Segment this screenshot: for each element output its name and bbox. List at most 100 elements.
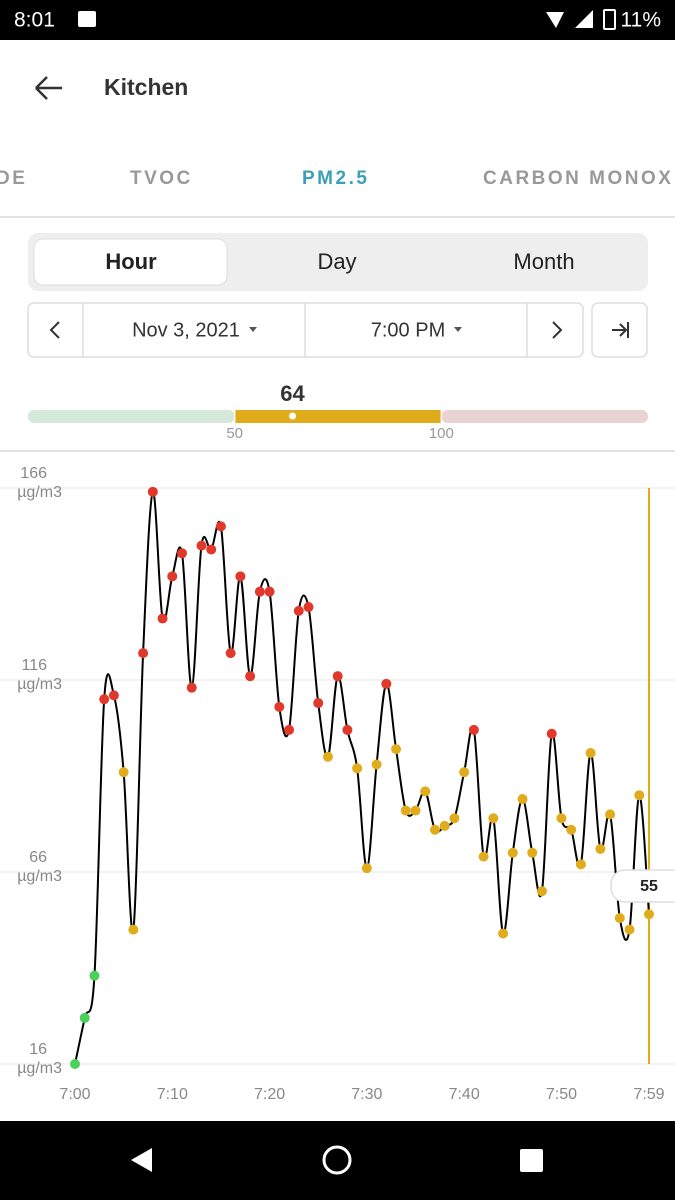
- data-point: [167, 571, 178, 582]
- y-tick-label: 116: [21, 657, 47, 674]
- data-point: [206, 544, 217, 555]
- wifi-icon: [546, 12, 564, 28]
- gauge-tick-label: 100: [429, 425, 454, 442]
- gauge-segment: [441, 410, 648, 423]
- data-point: [215, 521, 226, 532]
- nav-recents[interactable]: [520, 1149, 543, 1172]
- data-point: [536, 886, 547, 897]
- data-point: [322, 751, 333, 762]
- range-tab[interactable]: Day: [317, 249, 356, 274]
- time-select[interactable]: 7:00 PM: [371, 319, 445, 341]
- tab[interactable]: CARBON MONOX: [483, 168, 673, 189]
- data-point: [274, 701, 285, 712]
- data-point: [410, 805, 421, 816]
- data-point: [196, 540, 207, 551]
- tooltip: [610, 869, 675, 903]
- nav-home[interactable]: [322, 1145, 352, 1175]
- data-point: [644, 909, 654, 920]
- data-point: [605, 809, 616, 820]
- data-point: [186, 682, 197, 693]
- data-point: [546, 728, 557, 739]
- x-tick-label: 7:59: [633, 1086, 664, 1103]
- data-point: [284, 724, 295, 735]
- signal-icon: [575, 10, 593, 28]
- data-point: [566, 824, 577, 835]
- y-tick-unit: µg/m3: [17, 1060, 62, 1077]
- x-tick-label: 7:20: [254, 1086, 285, 1103]
- data-point: [527, 847, 538, 858]
- latest-icon: [612, 322, 629, 338]
- data-point: [352, 763, 363, 774]
- back-button[interactable]: [35, 76, 62, 100]
- data-point: [245, 671, 256, 682]
- gauge-marker: [289, 412, 297, 420]
- data-point: [264, 586, 275, 597]
- data-point: [118, 767, 129, 778]
- data-point: [89, 970, 100, 981]
- x-tick-label: 7:30: [351, 1086, 382, 1103]
- tab[interactable]: DE: [0, 168, 27, 189]
- data-point: [128, 924, 139, 935]
- data-point: [478, 851, 489, 862]
- dropdown-arrow: [454, 327, 462, 332]
- tab[interactable]: TVOC: [130, 168, 193, 189]
- data-point: [614, 913, 625, 924]
- data-point: [624, 924, 635, 935]
- x-tick-label: 7:50: [546, 1086, 577, 1103]
- x-tick-label: 7:00: [59, 1086, 90, 1103]
- x-tick-label: 7:40: [449, 1086, 480, 1103]
- gauge-segment: [234, 410, 442, 423]
- data-point: [507, 847, 518, 858]
- tab-selected[interactable]: PM2.5: [302, 168, 369, 189]
- data-point: [254, 586, 265, 597]
- nav-back[interactable]: [131, 1148, 152, 1172]
- data-point: [459, 767, 470, 778]
- data-point: [293, 605, 304, 616]
- data-point: [361, 863, 372, 874]
- status-time: 8:01: [14, 9, 55, 32]
- data-point: [108, 690, 119, 701]
- data-point: [595, 843, 606, 854]
- data-point: [517, 794, 528, 805]
- data-point: [400, 805, 411, 816]
- battery-level: 11%: [621, 9, 661, 32]
- y-tick-unit: µg/m3: [17, 484, 62, 501]
- y-tick-label: 166: [20, 465, 47, 482]
- data-point: [225, 648, 236, 659]
- data-point: [99, 694, 110, 705]
- data-point: [235, 571, 246, 582]
- data-point: [303, 602, 314, 613]
- range-selected: [33, 238, 228, 286]
- range-tab[interactable]: Month: [513, 249, 574, 274]
- line: [74, 490, 650, 1065]
- x-tick-label: 7:10: [157, 1086, 188, 1103]
- data-point: [488, 813, 499, 824]
- nav-bar: [0, 1121, 675, 1200]
- battery-icon: [603, 9, 616, 30]
- data-point: [420, 786, 431, 797]
- y-tick-unit: µg/m3: [17, 868, 62, 885]
- dropdown-arrow: [249, 327, 257, 332]
- data-point: [391, 744, 402, 755]
- data-point: [585, 747, 596, 758]
- range-tab[interactable]: Hour: [105, 249, 157, 274]
- date-select[interactable]: Nov 3, 2021: [132, 319, 240, 341]
- next-button[interactable]: [552, 321, 563, 339]
- data-point: [79, 1012, 90, 1023]
- data-point: [498, 928, 509, 939]
- data-point: [429, 824, 440, 835]
- data-point: [575, 859, 586, 870]
- y-tick-unit: µg/m3: [17, 676, 62, 693]
- prev-button[interactable]: [49, 321, 60, 339]
- data-point: [439, 820, 450, 831]
- y-tick-label: 16: [29, 1041, 47, 1058]
- data-point: [177, 548, 188, 559]
- data-point: [157, 613, 168, 624]
- data-point: [332, 671, 343, 682]
- data-point: [634, 790, 645, 801]
- status-bar: [0, 0, 675, 40]
- data-point: [468, 724, 479, 735]
- gauge-segment: [28, 410, 235, 423]
